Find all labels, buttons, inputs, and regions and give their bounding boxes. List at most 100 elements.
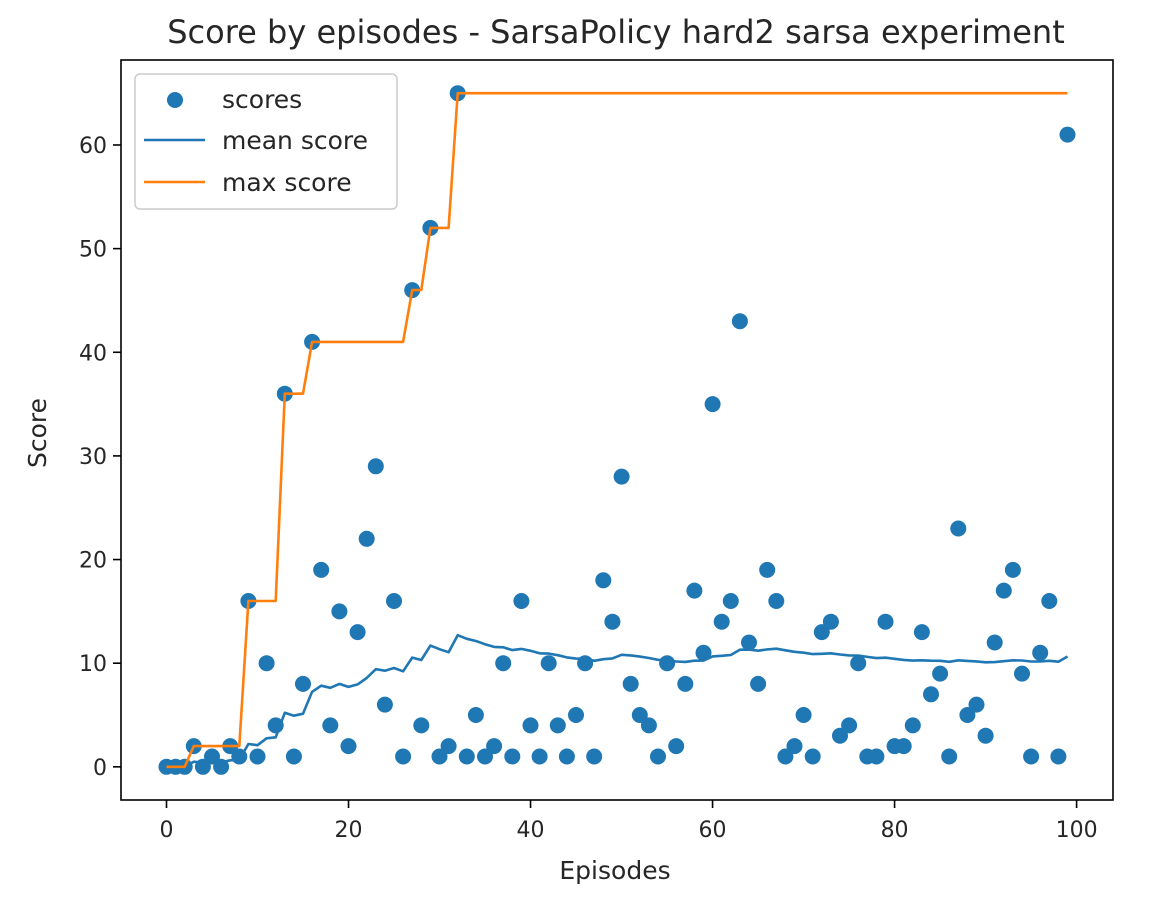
score-point <box>258 655 275 672</box>
score-point <box>285 748 302 765</box>
score-point <box>367 458 384 475</box>
score-point <box>558 748 575 765</box>
chart-title: Score by episodes - SarsaPolicy hard2 sa… <box>167 13 1065 51</box>
score-point <box>495 655 512 672</box>
score-point <box>376 696 393 713</box>
score-point <box>513 593 530 609</box>
y-tick-label: 60 <box>79 134 107 159</box>
score-point <box>795 707 812 723</box>
score-point <box>704 396 721 413</box>
legend-box <box>134 73 398 210</box>
legend-label-max-score: max score <box>222 168 352 197</box>
score-point <box>923 686 939 703</box>
score-point <box>504 748 521 765</box>
score-point <box>677 675 694 692</box>
score-point <box>722 593 739 609</box>
score-point <box>349 624 366 641</box>
score-point <box>1059 126 1076 143</box>
score-point <box>477 748 493 765</box>
score-point <box>813 624 830 641</box>
score-point <box>777 748 794 765</box>
score-point <box>750 675 767 692</box>
score-point <box>959 707 976 723</box>
score-point <box>331 603 348 620</box>
score-point <box>968 696 985 713</box>
score-point <box>604 613 621 630</box>
score-point <box>841 717 858 734</box>
x-tick-label: 60 <box>699 818 727 843</box>
score-point <box>595 572 612 589</box>
series-scores <box>158 85 1076 775</box>
score-point <box>431 748 448 765</box>
score-point <box>713 613 730 630</box>
x-axis: 0 20 40 60 80 100 <box>160 800 1098 843</box>
score-point <box>249 748 266 765</box>
score-point <box>1041 593 1058 609</box>
score-point <box>640 717 657 734</box>
score-point <box>822 613 839 630</box>
score-point <box>613 468 630 485</box>
score-point <box>804 748 821 765</box>
score-point <box>631 707 648 723</box>
score-point <box>313 561 330 578</box>
y-tick-label: 0 <box>93 756 107 781</box>
score-point <box>1023 748 1040 765</box>
score-point <box>295 675 311 692</box>
score-point <box>741 634 757 651</box>
score-point <box>941 748 958 765</box>
score-point <box>950 520 967 537</box>
score-point <box>868 748 885 765</box>
score-point <box>786 738 803 755</box>
score-point <box>458 748 475 765</box>
score-point <box>568 707 584 723</box>
score-point <box>695 644 712 661</box>
score-point <box>1032 644 1049 661</box>
x-tick-label: 20 <box>335 818 363 843</box>
score-point <box>395 748 412 765</box>
score-point <box>668 738 685 755</box>
score-point <box>650 748 666 765</box>
score-point <box>759 561 776 578</box>
score-point <box>995 582 1012 599</box>
score-point <box>1014 665 1030 682</box>
score-point <box>358 530 375 547</box>
score-point <box>731 313 748 330</box>
series-mean-score-line <box>166 633 1069 769</box>
plot-frame <box>120 59 1114 801</box>
series-max-score-line <box>166 91 1068 769</box>
score-point <box>904 717 921 734</box>
score-point <box>540 655 557 672</box>
score-point <box>386 593 402 609</box>
legend: scores mean score max score <box>134 73 398 210</box>
score-point <box>986 634 1003 651</box>
score-point <box>686 582 703 599</box>
y-tick-label: 20 <box>79 549 107 574</box>
x-axis-label: Episodes <box>559 856 670 885</box>
score-point <box>1004 561 1021 578</box>
score-point <box>932 665 949 682</box>
score-point <box>549 717 566 734</box>
x-tick-label: 80 <box>881 818 909 843</box>
score-point <box>322 717 339 734</box>
score-point <box>768 593 785 609</box>
x-tick-label: 100 <box>1056 818 1098 843</box>
x-tick-label: 40 <box>517 818 545 843</box>
score-point <box>832 727 848 744</box>
y-axis: 0 10 20 30 40 50 60 <box>79 134 121 781</box>
score-point <box>913 624 930 641</box>
x-tick-label: 0 <box>160 818 174 843</box>
score-point <box>877 613 894 630</box>
legend-marker-scores <box>167 92 183 108</box>
score-point <box>586 748 603 765</box>
score-point <box>977 727 994 744</box>
legend-label-mean-score: mean score <box>222 126 368 155</box>
y-tick-label: 50 <box>79 238 107 263</box>
score-point <box>895 738 912 755</box>
plot-area <box>158 85 1076 775</box>
score-point <box>413 717 430 734</box>
score-point <box>1050 748 1067 765</box>
score-point <box>204 748 220 765</box>
score-point <box>622 675 639 692</box>
score-point <box>522 717 539 734</box>
